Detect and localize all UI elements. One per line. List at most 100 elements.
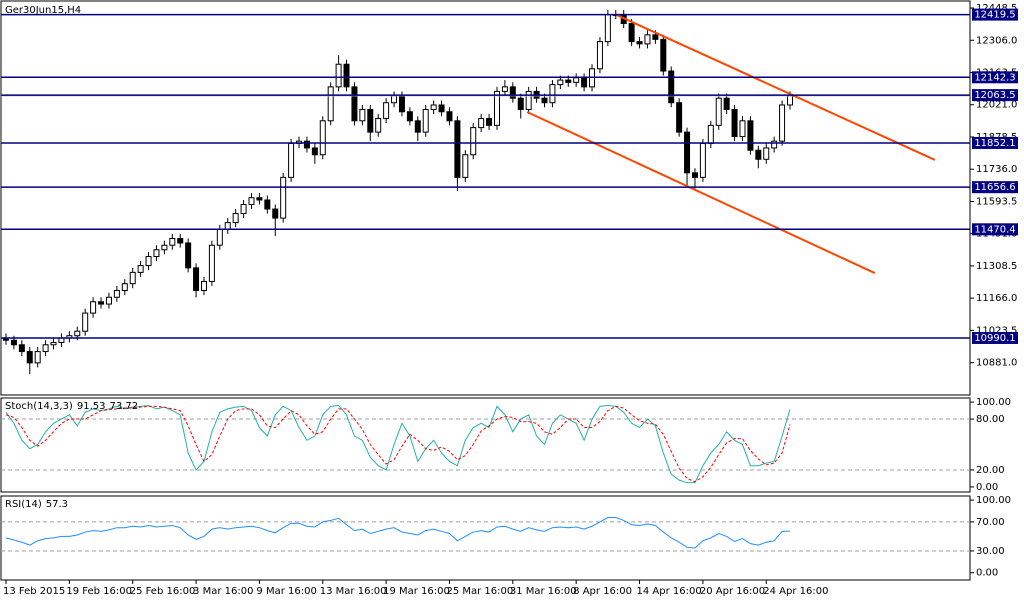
candle-body — [707, 124, 714, 144]
y-tick-label: 10881.0 — [976, 358, 1017, 369]
candle-body — [264, 199, 271, 210]
x-tick-label: 24 Apr 16:00 — [763, 586, 828, 597]
level-label-box — [972, 181, 1018, 194]
candle-body — [549, 84, 556, 104]
y-tick-label: 20.00 — [976, 465, 1005, 476]
indicator-name: Stoch(14,3,3) — [5, 401, 73, 412]
x-tick-label: 25 Mar 16:00 — [446, 586, 513, 597]
level-label: 12142.3 — [974, 72, 1015, 83]
x-tick-label: 9 Mar 16:00 — [256, 586, 316, 597]
y-tick-label: 70.00 — [976, 517, 1005, 528]
candle-body — [137, 265, 144, 273]
y-tick-label: 11736.0 — [976, 164, 1017, 175]
x-tick-label: 20 Apr 16:00 — [700, 586, 765, 597]
panel-frame — [0, 495, 971, 581]
candle-body — [319, 120, 326, 156]
level-label-box — [972, 136, 1018, 149]
candle-body — [771, 140, 778, 149]
level-label: 11470.4 — [974, 224, 1015, 235]
x-tick-label: 13 Feb 2015 — [3, 586, 65, 597]
y-tick-label: 100.00 — [976, 397, 1011, 408]
candle-body — [224, 222, 231, 230]
candle-body — [34, 351, 41, 364]
x-tick-label: 25 Feb 16:00 — [130, 586, 196, 597]
y-tick-label: 0.00 — [976, 568, 998, 579]
level-label: 12063.5 — [974, 90, 1015, 101]
candle-body — [691, 172, 698, 178]
candle-body — [177, 237, 184, 244]
level-label: 12419.5 — [974, 10, 1015, 21]
candle-body — [763, 147, 770, 160]
candle-body — [438, 104, 445, 113]
candle-body — [208, 244, 215, 282]
candle-body — [185, 242, 192, 269]
indicator-line — [5, 517, 791, 549]
candle-body — [232, 213, 239, 224]
candle-body — [161, 244, 168, 251]
candle-body — [383, 102, 390, 120]
candle-body — [541, 97, 548, 104]
candle-body — [98, 301, 105, 305]
candle-body — [129, 271, 136, 285]
candle-body — [414, 120, 421, 133]
candle-body — [573, 77, 580, 83]
x-tick-label: 31 Mar 16:00 — [510, 586, 577, 597]
candle-body — [684, 131, 691, 174]
candle-body — [398, 95, 405, 113]
candle-body — [604, 13, 611, 43]
candle-body — [343, 63, 350, 88]
candle-body — [652, 34, 659, 40]
x-tick-label: 19 Mar 16:00 — [383, 586, 450, 597]
x-tick-label: 3 Mar 16:00 — [193, 586, 253, 597]
candle-body — [105, 296, 112, 305]
candle-body — [747, 120, 754, 151]
indicator-value: 57.3 — [46, 499, 68, 510]
candle-body — [731, 108, 738, 138]
candle-body — [525, 90, 532, 110]
candle-body — [18, 344, 25, 353]
candle-body — [113, 289, 120, 298]
level-label-box — [972, 71, 1018, 84]
candle-body — [446, 111, 453, 122]
x-tick-label: 8 Apr 16:00 — [573, 586, 632, 597]
candle-body — [200, 280, 207, 291]
candle-body — [82, 312, 89, 332]
candle-body — [145, 256, 152, 267]
candle-body — [676, 102, 683, 133]
candle-body — [581, 77, 588, 88]
y-tick-label: 12306.0 — [976, 35, 1017, 46]
y-tick-label: 80.00 — [976, 414, 1005, 425]
candle-body — [216, 228, 223, 246]
candle-body — [248, 197, 255, 206]
candle-body — [288, 142, 295, 178]
candle-body — [303, 140, 310, 149]
candle-body — [335, 63, 342, 88]
indicator-title: RSI(14) 57.3 — [5, 499, 68, 510]
level-label-box — [972, 8, 1018, 21]
y-tick-label: 11023.5 — [976, 325, 1017, 336]
candle-body — [501, 86, 508, 92]
candle-body — [193, 267, 200, 291]
indicator-title: Stoch(14,3,3) 91.53 73.72 — [5, 401, 138, 412]
candle-body — [240, 204, 247, 215]
indicator-name: RSI(14) — [5, 499, 42, 510]
candle-body — [272, 208, 279, 219]
candle-body — [660, 38, 667, 72]
candle-body — [153, 249, 160, 258]
y-tick-label: 12448.5 — [976, 3, 1017, 14]
y-tick-label: 100.00 — [976, 495, 1011, 506]
indicator-value: 73.72 — [109, 401, 138, 412]
candle-body — [787, 95, 793, 106]
candle-body — [755, 149, 762, 160]
candle-body — [644, 34, 651, 45]
candle-body — [628, 23, 635, 43]
candle-body — [74, 330, 81, 337]
level-label-box — [972, 223, 1018, 236]
level-label: 11852.1 — [974, 138, 1015, 149]
candle-body — [509, 86, 516, 99]
x-tick-label: 13 Mar 16:00 — [320, 586, 387, 597]
candle-body — [517, 97, 524, 110]
candle-body — [121, 283, 128, 291]
candle-body — [668, 70, 675, 104]
